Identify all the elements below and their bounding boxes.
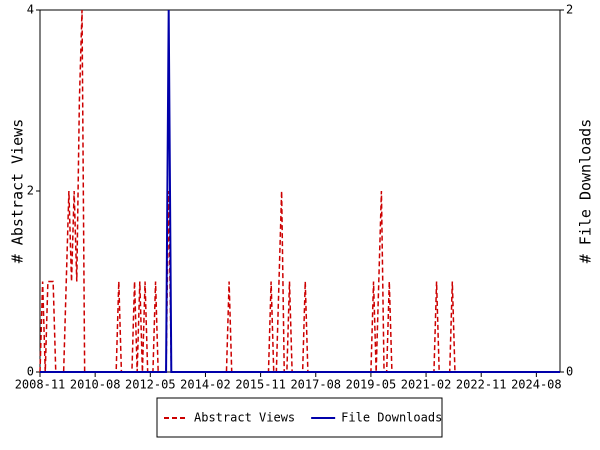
plot-frame: [39, 9, 561, 373]
legend-box: [156, 397, 443, 438]
x-tick-label: 2024-08: [511, 378, 562, 392]
x-tick-label: 2019-05: [346, 378, 397, 392]
x-tick-label: 2021-02: [401, 378, 452, 392]
x-tick-label: 2022-11: [456, 378, 507, 392]
y-tick-label: 0: [27, 365, 34, 379]
x-tick-label: 2014-02: [180, 378, 231, 392]
y-tick-label: 4: [27, 3, 34, 17]
x-tick-label: 2008-11: [15, 378, 66, 392]
series-line: [40, 9, 560, 373]
legend-label: Abstract Views: [194, 411, 295, 425]
y-tick-label: 2: [27, 184, 34, 198]
y2-axis-label: # File Downloads: [577, 119, 595, 264]
y-axis-label: # Abstract Views: [9, 119, 27, 264]
x-tick-label: 2010-08: [70, 378, 121, 392]
legend-label: File Downloads: [341, 411, 442, 425]
x-tick-label: 2017-08: [290, 378, 341, 392]
x-tick-label: 2012-05: [125, 378, 176, 392]
x-tick-label: 2015-11: [235, 378, 286, 392]
y2-tick-label: 0: [566, 365, 573, 379]
y2-tick-label: 2: [566, 3, 573, 17]
